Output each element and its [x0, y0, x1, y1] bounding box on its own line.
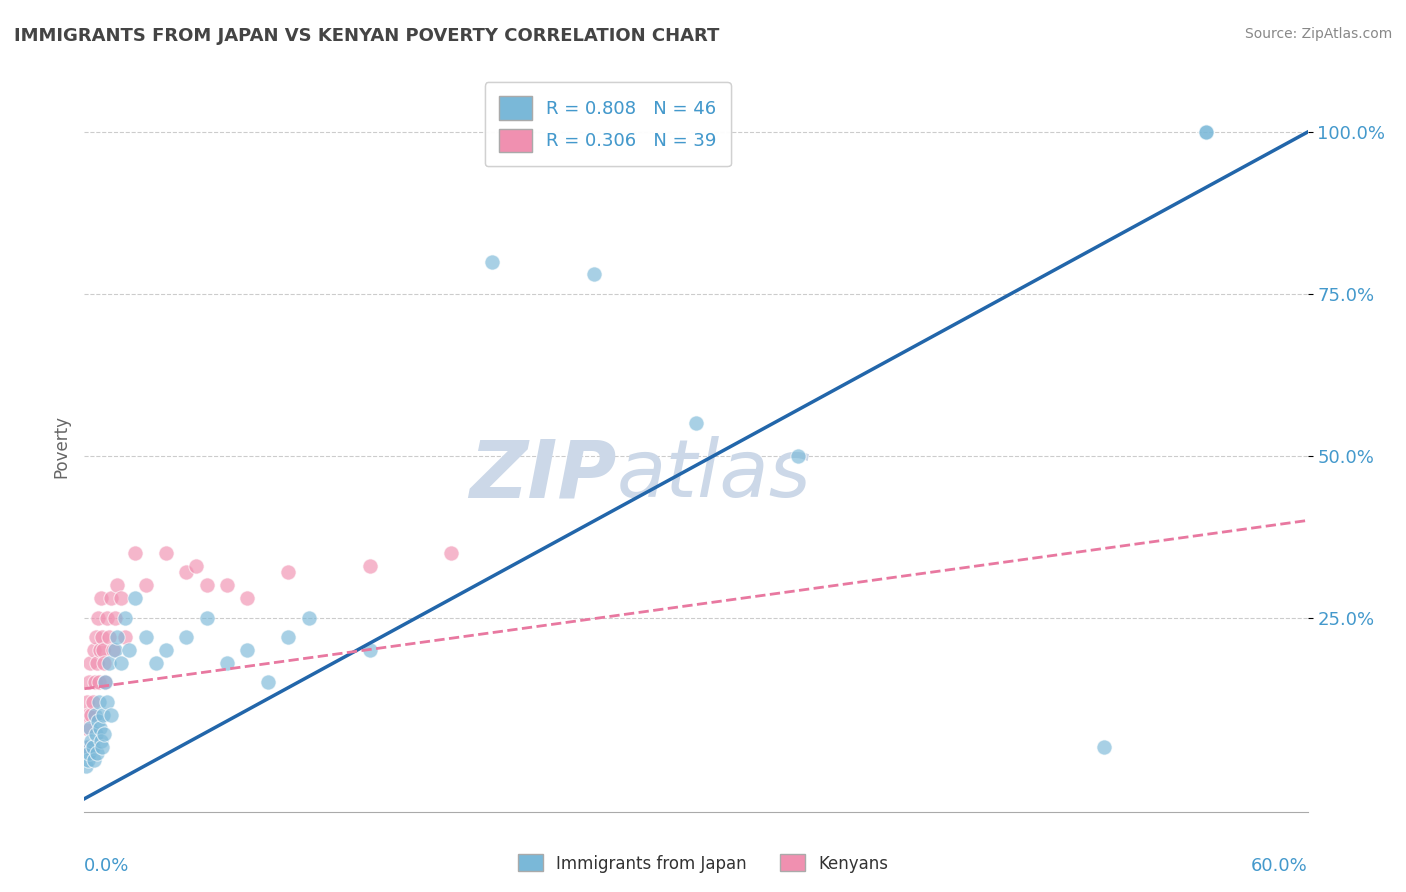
Point — [104, 610, 127, 624]
Text: 0.0%: 0.0% — [84, 857, 129, 875]
Point — [1092, 739, 1115, 754]
Point — [76, 739, 98, 754]
Point — [110, 591, 132, 606]
Point — [277, 566, 299, 580]
Point — [96, 695, 118, 709]
Point — [91, 707, 114, 722]
Point — [195, 610, 218, 624]
Point — [96, 610, 118, 624]
Point — [298, 610, 321, 624]
Point — [104, 643, 127, 657]
Point — [195, 578, 218, 592]
Point — [83, 675, 105, 690]
Point — [359, 643, 381, 657]
Text: IMMIGRANTS FROM JAPAN VS KENYAN POVERTY CORRELATION CHART: IMMIGRANTS FROM JAPAN VS KENYAN POVERTY … — [14, 27, 720, 45]
Point — [105, 578, 128, 592]
Point — [685, 417, 707, 431]
Point — [87, 695, 110, 709]
Point — [135, 630, 157, 644]
Point — [118, 643, 141, 657]
Point — [93, 675, 115, 690]
Point — [93, 656, 115, 670]
Point — [79, 747, 101, 761]
Point — [155, 643, 177, 657]
Point — [83, 643, 105, 657]
Point — [89, 721, 111, 735]
Point — [100, 707, 122, 722]
Point — [79, 656, 101, 670]
Point — [135, 578, 157, 592]
Point — [359, 558, 381, 573]
Point — [174, 630, 197, 644]
Point — [84, 630, 107, 644]
Point — [80, 707, 103, 722]
Point — [277, 630, 299, 644]
Y-axis label: Poverty: Poverty — [52, 415, 70, 477]
Point — [440, 546, 463, 560]
Point — [124, 546, 146, 560]
Text: 60.0%: 60.0% — [1251, 857, 1308, 875]
Point — [75, 759, 97, 773]
Point — [83, 753, 105, 767]
Point — [124, 591, 146, 606]
Point — [79, 721, 101, 735]
Point — [93, 727, 115, 741]
Point — [217, 578, 239, 592]
Point — [90, 630, 112, 644]
Point — [145, 656, 167, 670]
Legend: R = 0.808   N = 46, R = 0.306   N = 39: R = 0.808 N = 46, R = 0.306 N = 39 — [485, 82, 731, 166]
Point — [114, 610, 136, 624]
Point — [114, 630, 136, 644]
Point — [86, 656, 108, 670]
Point — [236, 591, 259, 606]
Point — [90, 739, 112, 754]
Point — [90, 733, 112, 747]
Point — [80, 733, 103, 747]
Point — [1195, 125, 1218, 139]
Point — [110, 656, 132, 670]
Point — [481, 254, 503, 268]
Point — [174, 566, 197, 580]
Point — [77, 707, 100, 722]
Point — [79, 675, 101, 690]
Text: Source: ZipAtlas.com: Source: ZipAtlas.com — [1244, 27, 1392, 41]
Point — [1195, 125, 1218, 139]
Point — [97, 656, 120, 670]
Point — [82, 739, 104, 754]
Point — [86, 747, 108, 761]
Point — [97, 630, 120, 644]
Point — [86, 610, 108, 624]
Point — [186, 558, 208, 573]
Point — [76, 695, 98, 709]
Point — [77, 753, 100, 767]
Point — [75, 721, 97, 735]
Point — [83, 707, 105, 722]
Text: ZIP: ZIP — [470, 436, 616, 515]
Point — [89, 643, 111, 657]
Point — [90, 591, 112, 606]
Point — [217, 656, 239, 670]
Point — [155, 546, 177, 560]
Point — [583, 268, 606, 282]
Point — [101, 643, 124, 657]
Point — [91, 643, 114, 657]
Text: atlas: atlas — [616, 436, 811, 515]
Point — [93, 675, 115, 690]
Point — [787, 449, 810, 463]
Point — [82, 695, 104, 709]
Legend: Immigrants from Japan, Kenyans: Immigrants from Japan, Kenyans — [510, 847, 896, 880]
Point — [84, 727, 107, 741]
Point — [105, 630, 128, 644]
Point — [86, 714, 108, 728]
Point — [236, 643, 259, 657]
Point — [257, 675, 280, 690]
Point — [100, 591, 122, 606]
Point — [75, 739, 97, 754]
Point — [87, 675, 110, 690]
